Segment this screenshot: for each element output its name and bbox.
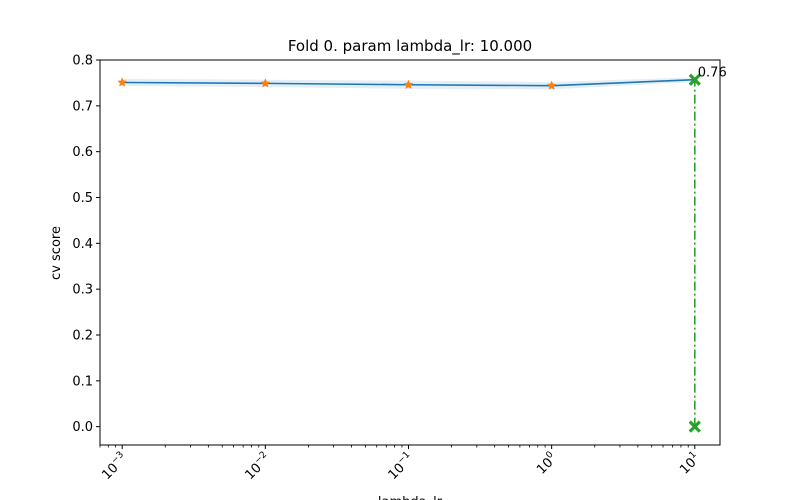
plot-area: 0.76 — [117, 66, 727, 433]
best-marker — [688, 73, 701, 86]
axes-frame — [99, 59, 721, 446]
y-tick-label: 0.1 — [72, 374, 93, 389]
y-tick-label: 0.4 — [72, 237, 93, 252]
y-tick-label: 0.2 — [72, 329, 93, 344]
star-marker — [117, 77, 128, 87]
y-tick-label: 0.0 — [72, 420, 93, 435]
y-tick-label: 0.6 — [72, 145, 93, 160]
y-tick-label: 0.7 — [72, 99, 93, 114]
star-marker — [546, 80, 557, 90]
chart-title: Fold 0. param lambda_lr: 10.000 — [288, 37, 532, 56]
y-tick-label: 0.5 — [72, 191, 93, 206]
x-axis-title: lambda_lr — [378, 495, 443, 500]
x-marker-stroke — [688, 420, 701, 433]
y-tick-label: 0.3 — [72, 283, 93, 298]
x-axis: 10−3 10−2 10−1 100 101 — [98, 445, 704, 483]
x-marker-stroke — [688, 73, 701, 86]
y-tick-label: 0.8 — [72, 54, 93, 69]
x-tick-label: 101 — [676, 450, 704, 478]
y-axis-title: cv score — [49, 226, 64, 280]
x-tick-label: 10−2 — [241, 450, 274, 483]
star-marker — [260, 78, 271, 88]
best-value-label: 0.76 — [698, 66, 727, 81]
y-axis: 0.0 0.1 0.2 0.3 0.4 0.5 0.6 0.7 0.8 — [72, 54, 100, 435]
x-tick-label: 10−1 — [384, 450, 417, 483]
best-marker-baseline — [688, 420, 701, 433]
x-tick-label: 10−3 — [98, 450, 131, 483]
x-tick-label: 100 — [533, 450, 561, 478]
star-marker — [403, 79, 414, 89]
